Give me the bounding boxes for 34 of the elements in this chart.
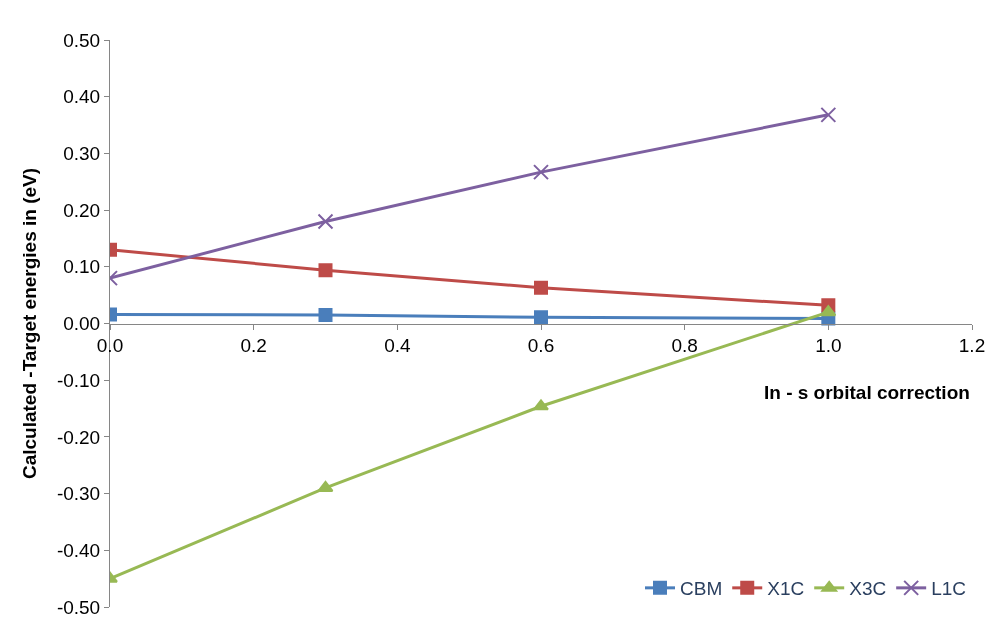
y-tick-label: 0.00 xyxy=(63,313,101,335)
legend-label: L1C xyxy=(931,578,967,600)
x-tick-label: 0.8 xyxy=(671,335,698,357)
point xyxy=(318,263,333,278)
y-tick-label: 0.40 xyxy=(63,86,101,108)
y-tick-label: -0.10 xyxy=(56,369,101,391)
y-tick-label: -0.40 xyxy=(56,539,101,561)
y-tick-label: 0.50 xyxy=(63,29,101,51)
y-tick-label: 0.30 xyxy=(63,143,101,165)
y-tick-label: -0.50 xyxy=(56,596,101,618)
legend-label: CBM xyxy=(680,578,723,600)
legend-label: X3C xyxy=(849,578,887,600)
point xyxy=(317,480,334,492)
point xyxy=(534,310,548,325)
point xyxy=(533,399,549,411)
y-tick-label: 0.20 xyxy=(63,199,101,221)
x-axis-title: In - s orbital correction xyxy=(764,382,970,403)
x-tick-label: 0.0 xyxy=(96,335,124,357)
point xyxy=(820,305,837,317)
x-tick-label: 0.4 xyxy=(384,335,411,357)
point xyxy=(317,213,334,230)
x-tick-label: 1.2 xyxy=(958,335,986,357)
y-axis-title: Calculated -Target energies in (eV) xyxy=(18,167,40,480)
point xyxy=(820,106,837,123)
y-tick-label: -0.30 xyxy=(56,483,101,505)
y-tick-label: 0.10 xyxy=(63,256,101,278)
legend-label: X1C xyxy=(767,578,805,600)
x-tick-label: 1.0 xyxy=(815,335,842,357)
y-tick-label: -0.20 xyxy=(56,426,101,448)
point xyxy=(318,308,333,322)
point xyxy=(534,280,548,295)
point xyxy=(533,164,549,181)
x-tick-label: 0.2 xyxy=(240,335,267,357)
x-tick-label: 0.6 xyxy=(527,335,555,357)
